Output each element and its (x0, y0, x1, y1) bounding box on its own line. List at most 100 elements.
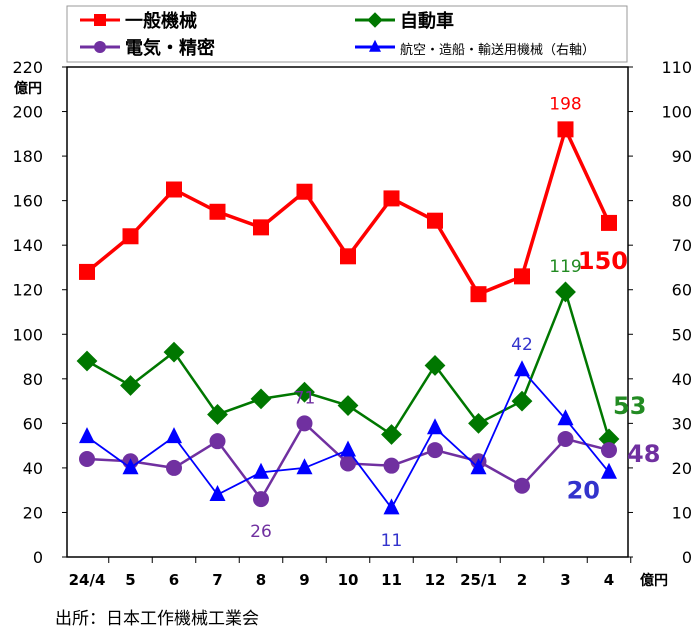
data-point (253, 491, 269, 508)
data-point (514, 477, 530, 494)
x-tick-label: 25/1 (460, 571, 497, 589)
right-tick-label: 100 (661, 103, 692, 122)
data-point (383, 190, 400, 207)
left-tick-label: 80 (23, 370, 43, 389)
data-point (555, 281, 576, 303)
data-point (427, 442, 443, 459)
right-tick-label: 70 (672, 236, 692, 255)
right-tick-label: 110 (661, 58, 692, 77)
data-point (340, 248, 356, 265)
legend-label: 一般機械 (125, 10, 197, 32)
left-tick-label: 20 (23, 503, 43, 522)
x-tick-label: 24/4 (69, 571, 106, 589)
series-line-0 (85, 124, 611, 297)
data-point (166, 427, 182, 444)
legend-label: 自動車 (400, 10, 454, 32)
data-point (79, 451, 95, 467)
right-tick-label: 20 (672, 459, 692, 478)
data-point (514, 268, 530, 285)
x-tick-label: 3 (560, 571, 570, 589)
data-label: 119 (549, 257, 581, 277)
data-point (209, 203, 226, 220)
legend-marker (369, 39, 381, 52)
data-point (511, 390, 533, 412)
data-point (79, 427, 95, 444)
data-point (122, 458, 139, 475)
data-label: 48 (627, 440, 660, 468)
data-label: 20 (567, 476, 600, 504)
x-tick-label: 2 (517, 571, 527, 589)
x-tick-label: 12 (425, 571, 446, 589)
data-point (79, 263, 95, 280)
data-label: 11 (381, 531, 403, 551)
x-tick-label: 9 (299, 571, 309, 589)
data-point (557, 430, 574, 447)
right-tick-label: 90 (672, 147, 692, 166)
data-point (294, 381, 315, 403)
data-point (120, 375, 141, 396)
legend-marker (94, 41, 106, 53)
data-point (383, 457, 400, 474)
data-point (296, 458, 313, 475)
left-tick-label: 180 (12, 147, 43, 166)
right-tick-label: 80 (672, 192, 692, 211)
right-tick-label: 0 (682, 548, 692, 567)
data-point (166, 181, 182, 198)
data-point (340, 440, 356, 457)
right-tick-label: 30 (672, 414, 692, 433)
right-tick-label: 10 (672, 503, 692, 522)
data-point (250, 388, 272, 410)
right-tick-label: 60 (672, 281, 692, 300)
data-label: 71 (294, 388, 316, 408)
data-point (337, 395, 359, 416)
data-label: 53 (613, 392, 646, 420)
data-point (601, 462, 617, 479)
left-tick-label: 40 (23, 459, 43, 478)
x-tick-label: 8 (256, 571, 266, 589)
data-point (470, 458, 487, 475)
legend-marker (94, 14, 106, 26)
data-point (207, 404, 228, 425)
left-tick-label: 60 (23, 414, 43, 433)
series-line-1 (86, 288, 611, 440)
right-tick-label: 40 (672, 370, 692, 389)
left-tick-label: 0 (33, 548, 43, 567)
legend-label: 電気・精密 (125, 37, 215, 59)
data-point (253, 219, 269, 236)
x-tick-label: 10 (338, 571, 359, 589)
legend-box (66, 5, 628, 63)
legend-label: 航空・造船・輸送用機械（右軸） (400, 42, 595, 58)
data-point (296, 415, 313, 432)
data-point (424, 355, 446, 376)
plot-area (66, 66, 629, 558)
data-point (209, 485, 226, 502)
data-point (383, 498, 400, 515)
data-point (76, 350, 98, 372)
data-point (427, 212, 443, 229)
x-tick-label: 4 (604, 571, 614, 589)
data-label: 42 (511, 335, 533, 355)
data-point (381, 424, 402, 445)
data-point (209, 433, 226, 450)
data-point (470, 286, 487, 303)
series-line-3 (86, 368, 610, 510)
left-tick-label: 200 (12, 103, 43, 122)
data-point (601, 214, 617, 231)
source-note: 出所：日本工作機械工業会 (55, 609, 259, 629)
legend-marker (367, 12, 383, 28)
left-tick-label: 100 (12, 325, 43, 344)
data-point (340, 455, 356, 472)
data-point (514, 360, 530, 377)
data-point (601, 442, 617, 459)
x-tick-label: 7 (212, 571, 222, 589)
left-tick-label: 120 (12, 281, 43, 300)
left-tick-label: 140 (12, 236, 43, 255)
x-axis-unit: 億円 (640, 572, 668, 589)
data-point (253, 462, 269, 479)
left-axis-unit: 億円 (14, 80, 42, 97)
data-point (557, 121, 574, 138)
right-tick-label: 50 (672, 325, 692, 344)
data-point (557, 409, 574, 426)
data-point (427, 418, 443, 435)
